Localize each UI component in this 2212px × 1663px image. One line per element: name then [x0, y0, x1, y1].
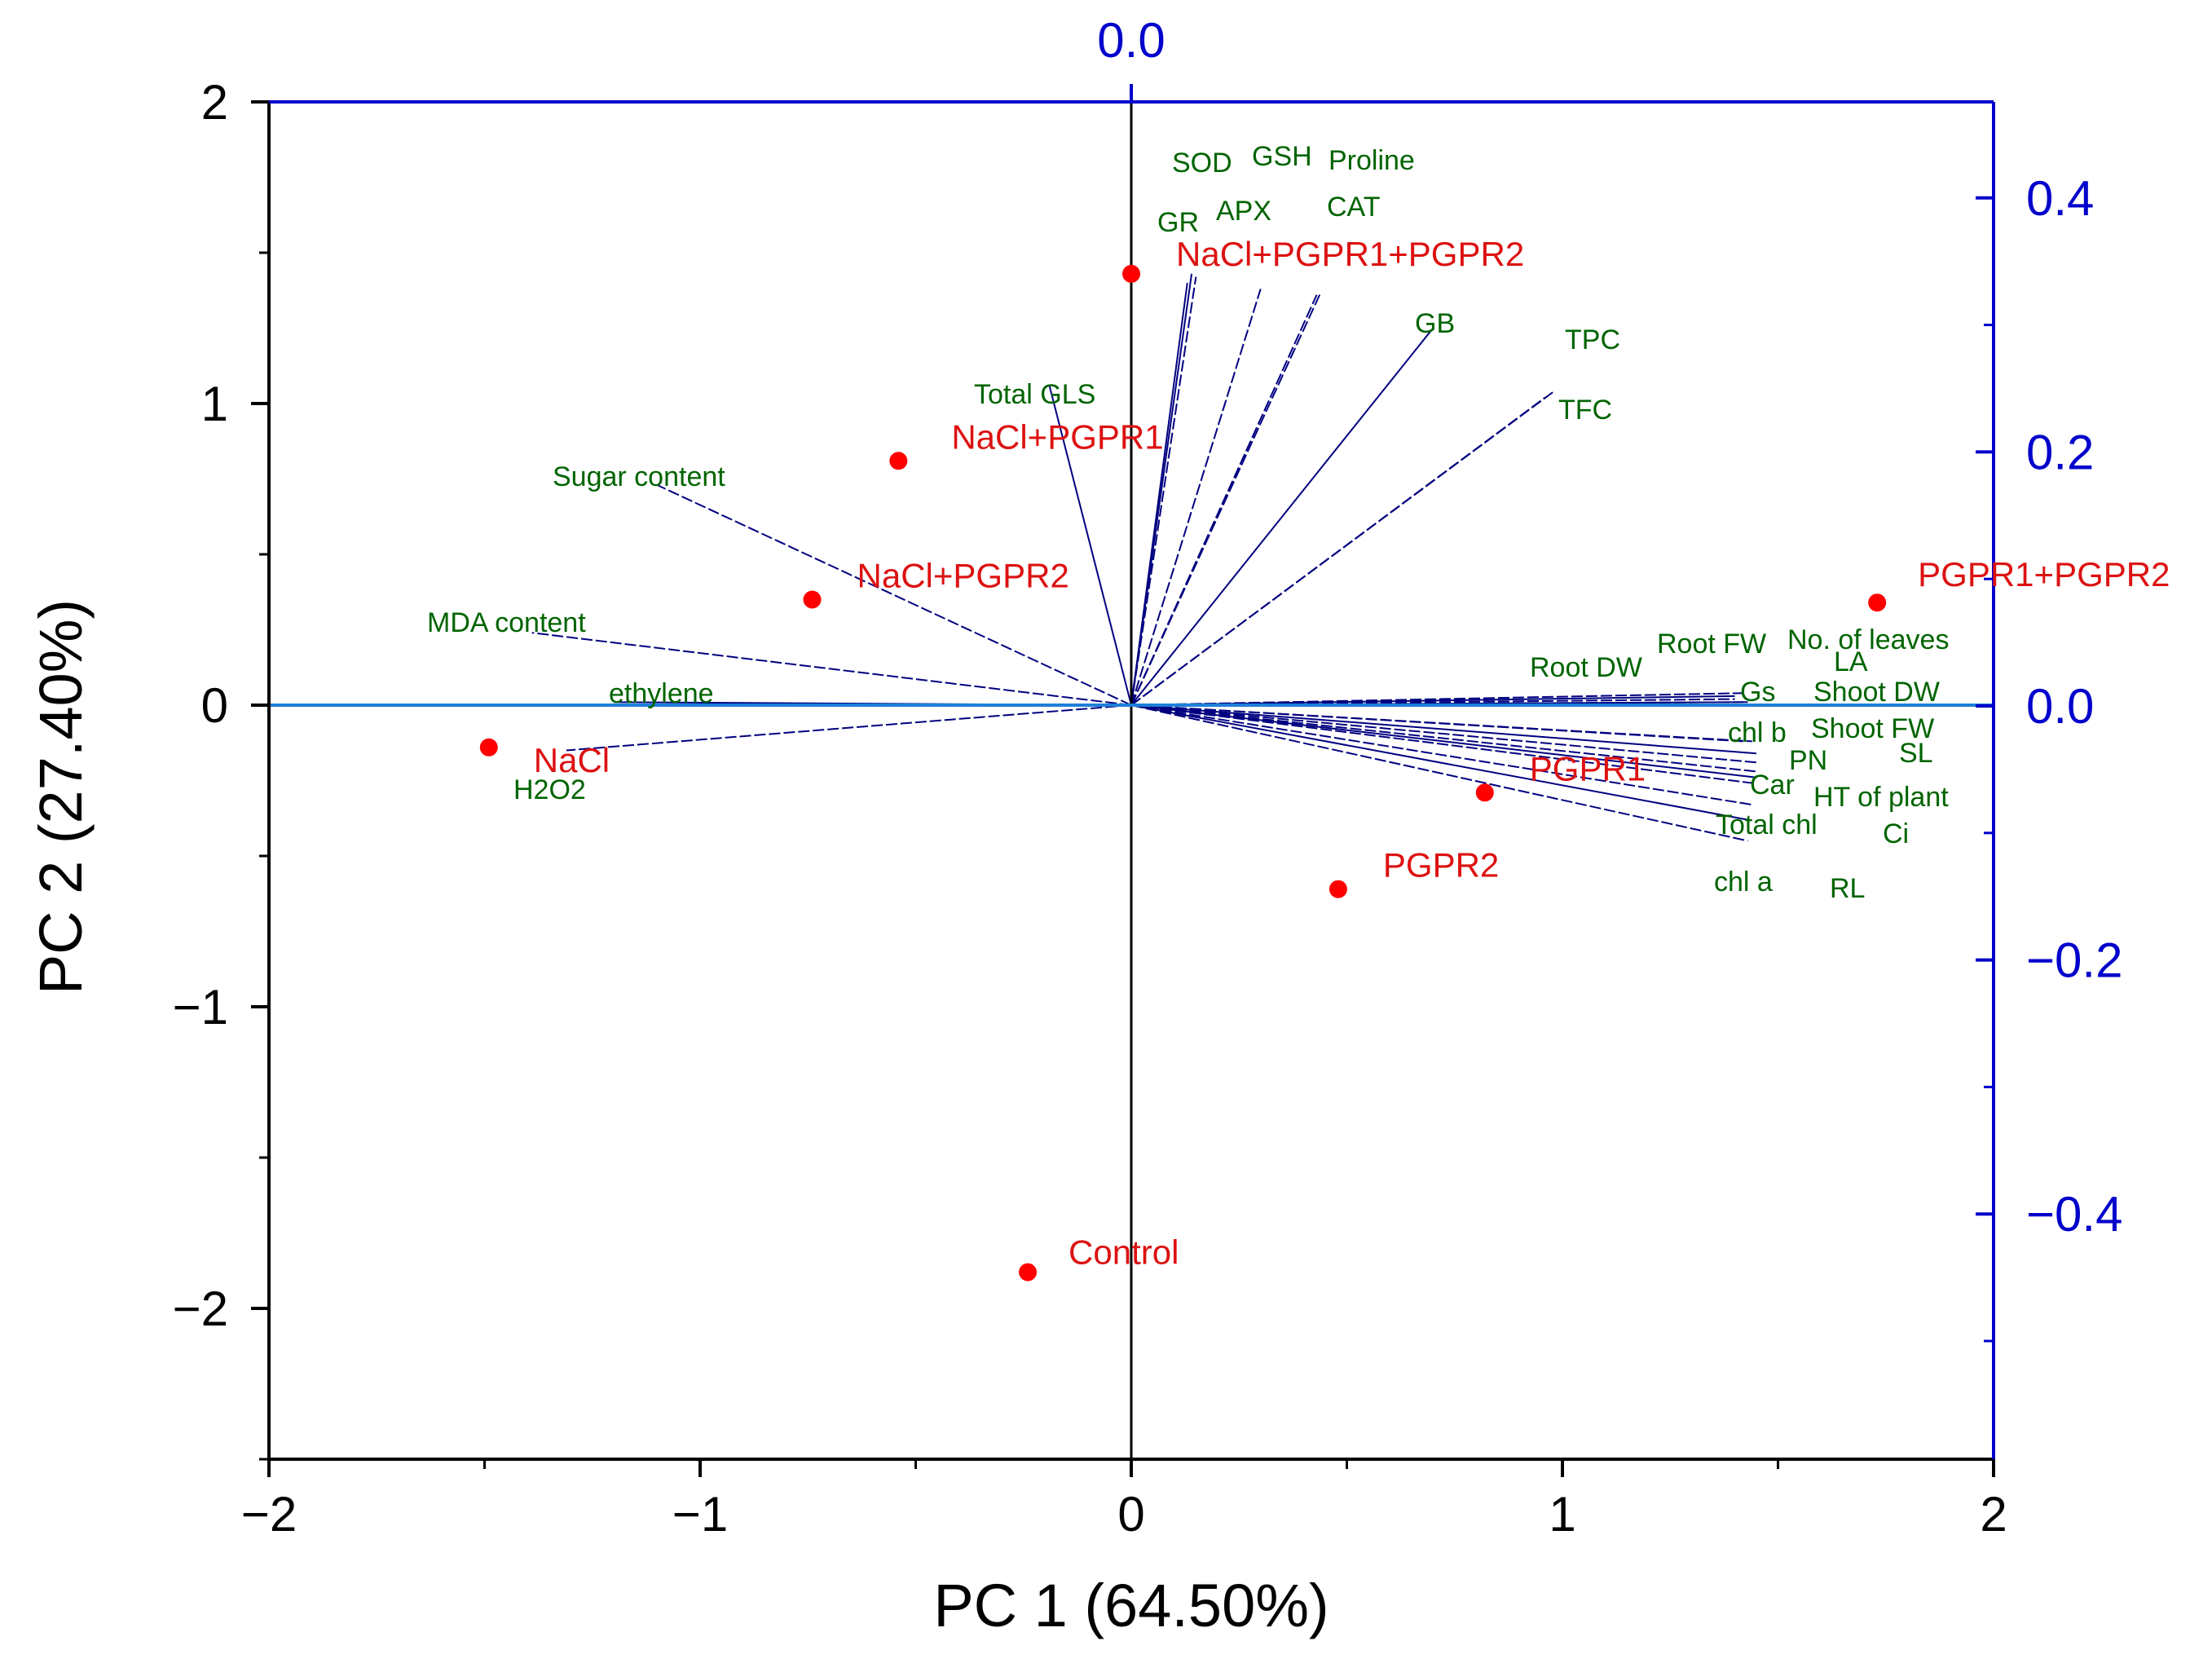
observation-point-pgpr1-pgpr2: [1868, 593, 1887, 612]
observation-label-pgpr1: PGPR1: [1530, 749, 1646, 787]
variable-label-la: LA: [1834, 646, 1868, 677]
observation-label-control: Control: [1069, 1233, 1179, 1272]
variable-label-root-fw: Root FW: [1657, 629, 1766, 659]
loading-vector-cat: [1130, 294, 1318, 706]
loading-vector-gb: [1130, 327, 1434, 706]
variable-label-shoot-dw: Shoot DW: [1813, 677, 1940, 708]
loading-vector-tfc: [1130, 396, 1546, 706]
loading-vector-car: [1130, 704, 1757, 779]
loading-vector-sl: [1130, 704, 1757, 764]
loading-vector-pn: [1130, 704, 1757, 773]
axis-ticks: −2 −1 0 1 2 −2 −1 0 1 2 0.0 0.4 0.2 0.0 −0.2 −0.4: [173, 13, 2123, 1542]
observation-point-pgpr2: [1329, 880, 1347, 898]
right-tick-label: −0.2: [2026, 933, 2122, 988]
loading-vector-sugar-content: [656, 483, 1132, 706]
variable-label-chl-a: chl a: [1714, 867, 1773, 898]
variable-label-total-chl: Total chl: [1716, 809, 1818, 840]
right-tick-label: 0.2: [2026, 425, 2094, 479]
variable-label-gs: Gs: [1740, 677, 1775, 708]
x-tick-label: 2: [1980, 1487, 2007, 1542]
loading-vector-chl-a: [1130, 704, 1748, 842]
y-tick-label: 0: [201, 678, 228, 733]
loading-vector-gr: [1130, 282, 1188, 706]
right-tick-label: −0.4: [2026, 1187, 2122, 1242]
variable-label-gb: GB: [1415, 308, 1455, 339]
y-axis-title: PC 2 (27.40%): [27, 599, 95, 995]
variable-label-apx: APX: [1216, 196, 1271, 227]
loading-vector-ci: [1130, 704, 1748, 821]
x-tick-label: 1: [1549, 1487, 1575, 1542]
variable-label-rl: RL: [1830, 873, 1865, 904]
x-tick-label: −2: [241, 1487, 297, 1542]
loading-vector-root-dw: [1130, 698, 1735, 706]
loading-vector-gsh: [1130, 276, 1197, 706]
observation-point-nacl-pgpr1-pgpr2: [1122, 264, 1140, 283]
observation-point-nacl-pgpr1: [889, 452, 908, 470]
observation-points: [479, 264, 1887, 1281]
variable-labels: SOD GSH Proline GR APX CAT GB TPC TFC Total GLS Su…: [427, 141, 1949, 904]
variable-label-gr: GR: [1157, 207, 1199, 238]
loading-vector-apx: [1130, 289, 1262, 706]
variable-label-sugar-content: Sugar content: [553, 461, 725, 492]
observation-labels: Control NaCl NaCl+PGPR1 NaCl+PGPR2 NaCl+PGPR…: [534, 235, 2170, 1272]
variable-label-total-gls: Total GLS: [974, 379, 1095, 410]
x-axis-title: PC 1 (64.50%): [933, 1572, 1329, 1639]
y-tick-label: −1: [173, 980, 228, 1034]
loading-vector-total-chl: [1130, 704, 1752, 806]
axis-titles: PC 1 (64.50%) PC 2 (27.40%): [27, 599, 1329, 1639]
x-tick-label: 0: [1117, 1487, 1144, 1542]
observation-label-pgpr1-pgpr2: PGPR1+PGPR2: [1918, 555, 2170, 593]
variable-label-root-dw: Root DW: [1530, 652, 1642, 683]
observation-label-pgpr2: PGPR2: [1383, 846, 1499, 884]
observation-label-nacl-pgpr2: NaCl+PGPR2: [857, 557, 1069, 595]
y-tick-label: −2: [173, 1281, 228, 1336]
right-tick-label: 0.0: [2026, 679, 2094, 734]
variable-label-sod: SOD: [1172, 148, 1232, 179]
observation-point-pgpr1: [1475, 783, 1494, 802]
variable-label-mda-content: MDA content: [427, 607, 586, 638]
loading-vector-shoot-fw: [1130, 704, 1757, 755]
observation-point-nacl-pgpr2: [803, 590, 822, 609]
variable-label-car: Car: [1750, 770, 1795, 801]
observation-label-nacl-pgpr1: NaCl+PGPR1: [951, 417, 1163, 456]
variable-label-no-of-leaves: No. of leaves: [1787, 624, 1949, 655]
y-tick-label: 2: [201, 75, 228, 130]
variable-label-shoot-fw: Shoot FW: [1811, 713, 1934, 744]
variable-label-chl-b: chl b: [1728, 717, 1787, 748]
variable-label-cat: CAT: [1327, 192, 1380, 223]
variable-label-pn: PN: [1789, 745, 1827, 776]
observation-label-nacl: NaCl: [534, 741, 610, 779]
variable-label-gsh: GSH: [1252, 141, 1312, 172]
variable-label-ht-of-plant: HT of plant: [1813, 782, 1949, 813]
loading-vector-h2o2: [566, 704, 1132, 752]
loading-vector-rl: [1130, 704, 1744, 743]
variable-label-proline: Proline: [1329, 145, 1415, 176]
right-tick-label: 0.4: [2026, 171, 2094, 226]
loading-vector-total-gls: [1048, 385, 1132, 706]
variable-label-ethylene: ethylene: [609, 678, 714, 709]
observation-label-nacl-pgpr1-pgpr2: NaCl+PGPR1+PGPR2: [1176, 235, 1524, 273]
observation-point-control: [1019, 1263, 1038, 1281]
loading-vector-mda-content: [531, 632, 1132, 706]
variable-label-tfc: TFC: [1558, 395, 1612, 426]
observation-point-nacl: [479, 738, 498, 757]
loading-vector-ht-of-plant: [1130, 704, 1757, 785]
x-tick-label: −1: [672, 1487, 728, 1542]
variable-label-h2o2: H2O2: [513, 774, 586, 805]
top-tick-label: 0.0: [1097, 13, 1165, 68]
variable-label-ci: Ci: [1883, 818, 1909, 849]
variable-label-tpc: TPC: [1565, 324, 1620, 355]
y-tick-label: 1: [201, 377, 228, 431]
variable-label-sl: SL: [1899, 738, 1933, 769]
